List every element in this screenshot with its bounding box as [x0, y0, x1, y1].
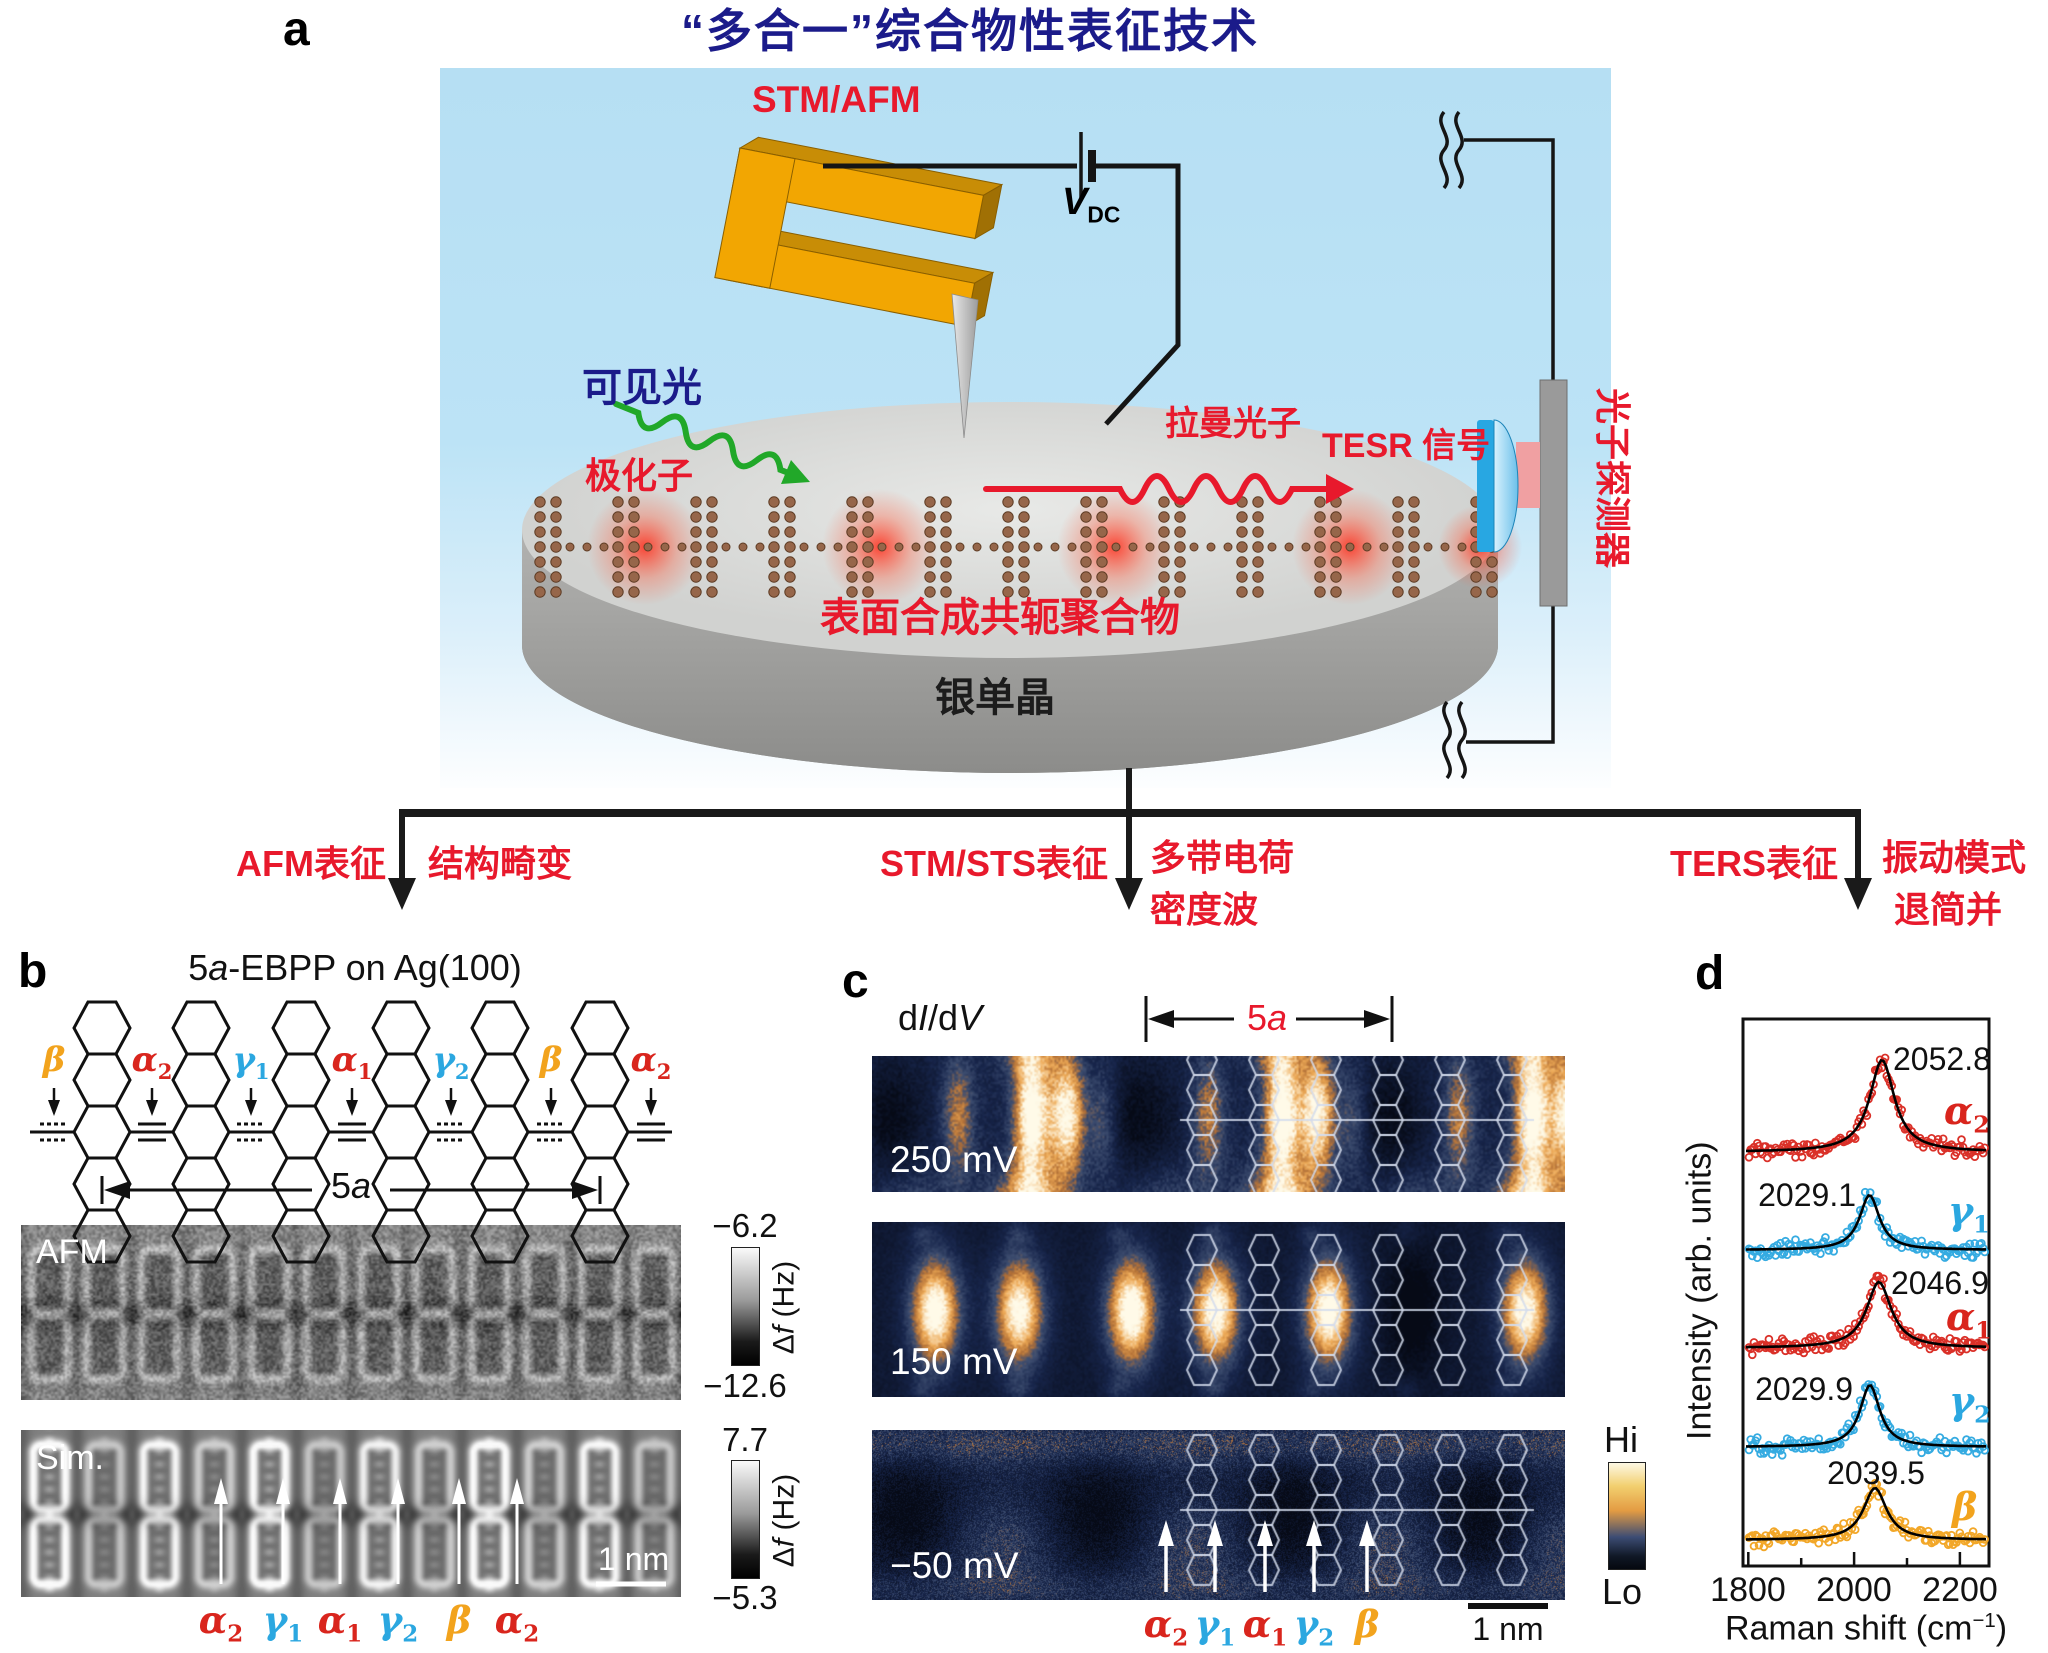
d-mode-alpha1: α1	[1946, 1294, 1992, 1345]
panel-d-label: d	[1695, 947, 1725, 1000]
substrate-label: 银单晶	[935, 676, 1055, 720]
peak-value-gamma2: 2029.9	[1755, 1371, 1853, 1407]
flow-connector	[388, 768, 1872, 910]
vdc-symbol: V	[1062, 181, 1088, 223]
d-mode-gamma1: γ1	[1948, 1188, 1990, 1239]
flow-result-ters-1: 振动模式	[1882, 837, 2027, 878]
d-mode-gamma2: γ2	[1949, 1378, 1991, 1429]
peak-value-alpha2: 2052.8	[1893, 1041, 1991, 1077]
b-title-italic: a	[208, 947, 229, 988]
b-mode-gamma2: γ2	[377, 1598, 419, 1648]
sim-image-label: Sim.	[36, 1439, 104, 1477]
y-axis-label: Intensity (arb. units)	[1680, 1141, 1719, 1440]
vdc-label: VDC	[1062, 181, 1121, 228]
x-tick-1800: 1800	[1710, 1571, 1786, 1609]
flow-technique-stm: STM/STS表征	[879, 843, 1108, 884]
afm-scale-unit: Δf (Hz)	[767, 1260, 801, 1355]
raman-photon-label: 拉曼光子	[1165, 405, 1301, 443]
vdc-sub: DC	[1087, 201, 1121, 228]
x-tick-2000: 2000	[1816, 1571, 1892, 1609]
flow-result-stm-2: 密度波	[1150, 889, 1259, 930]
bias-250: 250 mV	[890, 1139, 1018, 1180]
d-mode-alpha2: α2	[1944, 1088, 1990, 1139]
flow-technique-ters: TERS表征	[1669, 843, 1838, 884]
d-mode-beta: β	[1952, 1484, 1978, 1529]
sim-scale-unit: Δf (Hz)	[767, 1473, 801, 1568]
photon-detector-label: 光子探测器	[1592, 388, 1633, 569]
colorbar-hi: Hi	[1604, 1419, 1638, 1460]
c-mode-alpha2: α2	[1143, 1602, 1189, 1652]
bond-label-alpha2-2: α2	[630, 1040, 672, 1084]
sim-scale-bottom: −5.3	[712, 1579, 778, 1616]
sim-afm-image	[21, 1430, 681, 1597]
didv-colorbar	[1608, 1462, 1646, 1570]
bond-label-gamma2: γ2	[432, 1040, 470, 1084]
b-mode-alpha2-1: α2	[198, 1598, 244, 1648]
b-mode-alpha1: α1	[317, 1598, 363, 1648]
c-mode-beta: β	[1354, 1602, 1380, 1646]
b-title-post: -EBPP on Ag(100)	[228, 947, 522, 988]
peak-value-beta: 2039.5	[1827, 1455, 1925, 1491]
didv-map-150mv	[872, 1222, 1565, 1397]
flow-result-ters-2: 退简并	[1894, 889, 2003, 930]
afm-scale-top: −6.2	[712, 1207, 778, 1244]
span-5a-c: 5a	[1246, 997, 1288, 1038]
didv-map-250mv	[872, 1056, 1565, 1192]
bias-150: 150 mV	[890, 1341, 1018, 1382]
b-title-pre: 5	[188, 947, 209, 988]
panel-b-label: b	[18, 945, 48, 998]
c-mode-gamma1: γ1	[1194, 1602, 1236, 1652]
afm-image	[21, 1225, 681, 1400]
bond-label-gamma1: γ1	[232, 1040, 270, 1084]
panel-c-label: c	[842, 955, 869, 1008]
b-mode-beta: β	[446, 1598, 472, 1642]
flow-result-stm-1: 多带电荷	[1150, 837, 1295, 878]
peak-value-gamma1: 2029.1	[1758, 1177, 1856, 1213]
polaron-label: 极化子	[585, 455, 694, 496]
visible-light-label: 可见光	[582, 366, 702, 410]
figure-title: “多合一”综合物性表征技术	[681, 5, 1259, 57]
afm-scale-bottom: −12.6	[703, 1367, 787, 1404]
b-mode-gamma1: γ1	[262, 1598, 304, 1648]
bond-label-alpha2-1: α2	[131, 1040, 173, 1084]
bias-neg50: −50 mV	[890, 1545, 1019, 1586]
bond-label-beta-2: β	[539, 1040, 563, 1080]
x-tick-2200: 2200	[1922, 1571, 1998, 1609]
bond-label-alpha1: α1	[331, 1040, 373, 1084]
polymer-label: 表面合成共轭聚合物	[820, 596, 1180, 640]
panel-a-label: a	[283, 3, 310, 56]
didv-label: dI/dV	[898, 997, 983, 1038]
sim-scalebar-label: 1 nm	[598, 1541, 670, 1577]
probe-label: STM/AFM	[752, 79, 921, 120]
c-mode-gamma2: γ2	[1293, 1602, 1335, 1652]
didv-map-neg50mv	[872, 1430, 1565, 1600]
flow-result-afm: 结构畸变	[428, 843, 573, 884]
sim-colorbar	[731, 1460, 760, 1579]
flow-technique-afm: AFM表征	[236, 843, 386, 884]
afm-colorbar	[731, 1247, 760, 1366]
c-mode-alpha1: α1	[1242, 1602, 1288, 1652]
map-scalebar-label: 1 nm	[1472, 1611, 1544, 1647]
x-axis-label: Raman shift (cm−1)	[1724, 1609, 2008, 1648]
b-mode-alpha2-2: α2	[494, 1598, 540, 1648]
afm-image-label: AFM	[36, 1233, 108, 1271]
bond-label-arrows	[48, 1088, 657, 1116]
panel-b-title: 5a-EBPP on Ag(100)	[140, 948, 570, 988]
sim-scale-top: 7.7	[722, 1421, 768, 1458]
span-5a-b: 5a	[330, 1165, 372, 1206]
colorbar-lo: Lo	[1602, 1571, 1643, 1612]
bond-label-beta-1: β	[42, 1040, 66, 1080]
tesr-signal-label: TESR 信号	[1322, 427, 1491, 465]
